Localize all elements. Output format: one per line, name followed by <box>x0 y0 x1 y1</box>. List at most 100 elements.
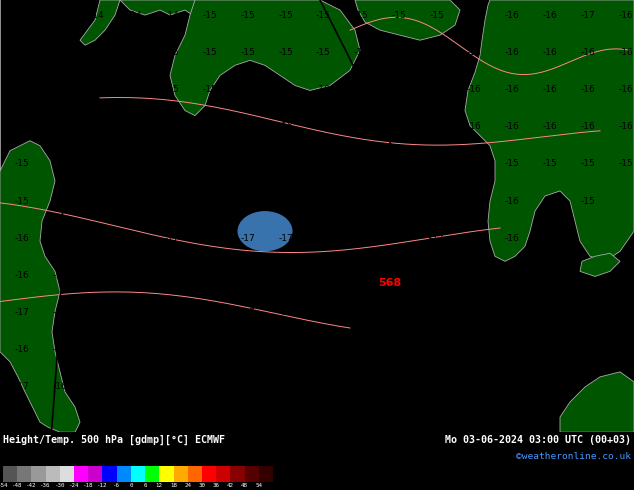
Text: -17: -17 <box>165 234 179 243</box>
Text: -16: -16 <box>203 122 217 131</box>
Text: -16: -16 <box>505 196 519 205</box>
Text: -15: -15 <box>392 11 406 20</box>
Text: -16: -16 <box>53 234 67 243</box>
Text: -14: -14 <box>165 11 179 20</box>
Text: -18: -18 <box>241 345 256 354</box>
Text: -20: -20 <box>316 383 330 392</box>
Bar <box>202 466 216 482</box>
Text: -13: -13 <box>15 11 29 20</box>
Text: -6: -6 <box>113 483 120 488</box>
Text: -19: -19 <box>278 383 294 392</box>
Text: -19: -19 <box>392 345 406 354</box>
Text: -19: -19 <box>392 308 406 317</box>
Text: -17: -17 <box>89 234 105 243</box>
Text: -16: -16 <box>316 159 330 169</box>
Text: -16: -16 <box>581 85 595 94</box>
Text: -17: -17 <box>278 308 294 317</box>
Text: -15: -15 <box>15 85 29 94</box>
Text: -17: -17 <box>241 234 256 243</box>
Text: -30: -30 <box>55 483 65 488</box>
Text: -16: -16 <box>430 196 444 205</box>
Text: -16: -16 <box>354 196 368 205</box>
Text: -17: -17 <box>241 159 256 169</box>
Text: -16: -16 <box>467 196 481 205</box>
Text: -19: -19 <box>354 383 368 392</box>
Text: -16: -16 <box>53 383 67 392</box>
Bar <box>103 466 117 482</box>
Text: -15: -15 <box>165 48 179 57</box>
Text: 12: 12 <box>156 483 163 488</box>
Polygon shape <box>465 0 634 261</box>
Text: -17: -17 <box>430 271 444 280</box>
Text: -17: -17 <box>430 234 444 243</box>
Text: 0: 0 <box>129 483 133 488</box>
Text: +16: +16 <box>389 159 408 169</box>
Text: -17: -17 <box>203 271 217 280</box>
Text: -15: -15 <box>581 159 595 169</box>
Bar <box>3 466 17 482</box>
Text: -17: -17 <box>430 383 444 392</box>
Text: -15: -15 <box>203 48 217 57</box>
Text: ©weatheronline.co.uk: ©weatheronline.co.uk <box>516 452 631 461</box>
Text: -18: -18 <box>203 383 217 392</box>
Text: -16: -16 <box>241 85 256 94</box>
Text: -15: -15 <box>53 11 67 20</box>
Text: -16: -16 <box>505 234 519 243</box>
Bar <box>46 466 60 482</box>
Text: -15: -15 <box>467 159 481 169</box>
Text: -16: -16 <box>53 345 67 354</box>
Text: -17: -17 <box>241 308 256 317</box>
Text: -16: -16 <box>89 383 105 392</box>
Text: -16: -16 <box>543 85 557 94</box>
Text: -18: -18 <box>430 159 444 169</box>
Text: -17: -17 <box>89 308 105 317</box>
Text: -17: -17 <box>278 196 294 205</box>
Text: -17: -17 <box>127 345 143 354</box>
Text: -15: -15 <box>127 48 143 57</box>
Text: -17: -17 <box>165 308 179 317</box>
Text: -19: -19 <box>316 345 330 354</box>
Text: -16: -16 <box>392 122 406 131</box>
Text: -16: -16 <box>619 48 633 57</box>
Text: -16: -16 <box>278 122 294 131</box>
Text: -15: -15 <box>543 271 557 280</box>
Text: -16: -16 <box>392 85 406 94</box>
Text: -16: -16 <box>203 196 217 205</box>
Text: -14: -14 <box>127 11 142 20</box>
Text: -17: -17 <box>392 271 406 280</box>
Text: -17: -17 <box>15 383 29 392</box>
Text: -17: -17 <box>165 345 179 354</box>
Text: -18: -18 <box>127 234 143 243</box>
Text: -18: -18 <box>430 345 444 354</box>
Polygon shape <box>120 0 210 20</box>
Text: -16: -16 <box>581 48 595 57</box>
Bar <box>230 466 245 482</box>
Text: -17: -17 <box>467 308 481 317</box>
Bar <box>17 466 32 482</box>
Bar <box>216 466 230 482</box>
Text: -15: -15 <box>278 11 294 20</box>
Bar <box>245 466 259 482</box>
Text: -15: -15 <box>241 11 256 20</box>
Text: 48: 48 <box>241 483 248 488</box>
Text: -15: -15 <box>619 159 633 169</box>
Text: -16: -16 <box>430 48 444 57</box>
Text: -15: -15 <box>543 234 557 243</box>
Text: -16: -16 <box>241 196 256 205</box>
Text: Mo 03-06-2024 03:00 UTC (00+03): Mo 03-06-2024 03:00 UTC (00+03) <box>445 435 631 445</box>
Text: -18: -18 <box>467 234 481 243</box>
Text: -16: -16 <box>354 122 368 131</box>
Bar <box>74 466 88 482</box>
Text: -15: -15 <box>581 308 595 317</box>
Polygon shape <box>560 372 634 432</box>
Text: -15: -15 <box>543 345 557 354</box>
Text: -17: -17 <box>316 196 330 205</box>
Text: -17: -17 <box>89 271 105 280</box>
Text: -16: -16 <box>316 122 330 131</box>
Text: -42: -42 <box>26 483 37 488</box>
Text: -15: -15 <box>354 48 368 57</box>
Text: -15: -15 <box>430 11 444 20</box>
Text: 36: 36 <box>212 483 219 488</box>
Text: 42: 42 <box>227 483 234 488</box>
Text: -12: -12 <box>97 483 108 488</box>
